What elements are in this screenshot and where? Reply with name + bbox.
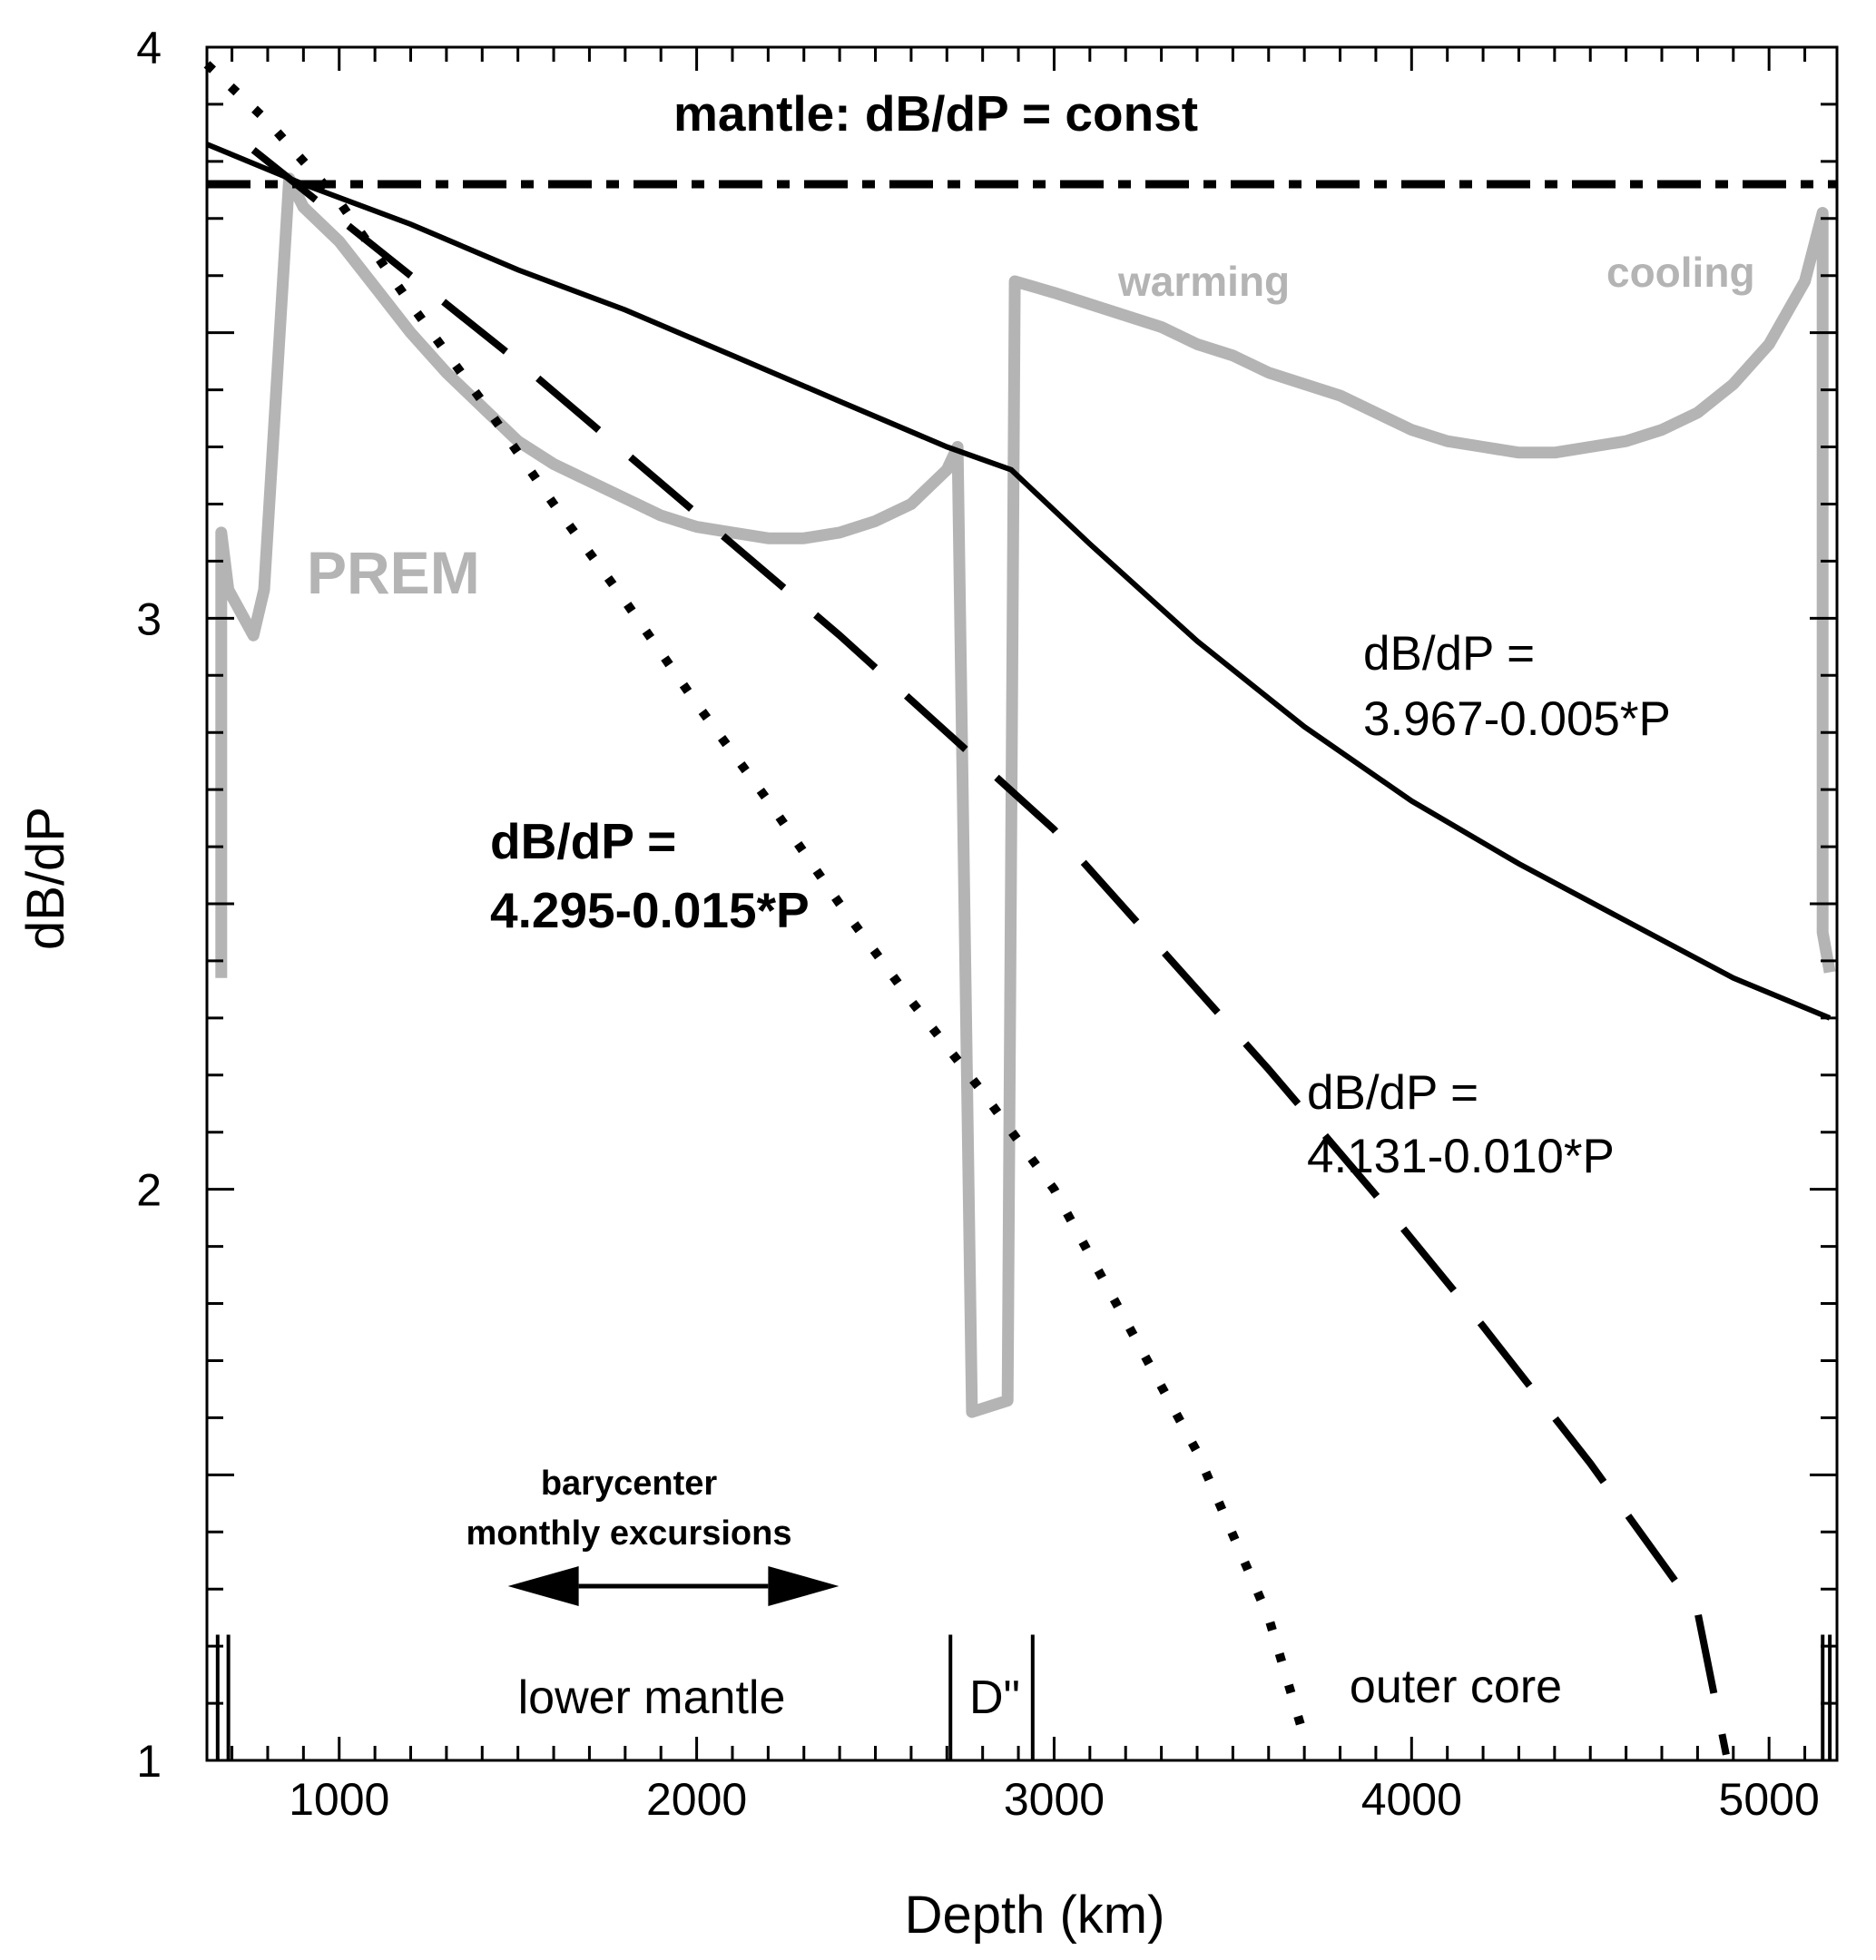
barycenter-arrow-left-head (507, 1566, 579, 1606)
y-tick-label-2: 2 (136, 1165, 162, 1216)
series-line-3 (250, 147, 1730, 1756)
plot-series (203, 61, 1837, 1756)
barycenter-label-1: barycenter (541, 1465, 718, 1503)
dotted-line-label-1: dB/dP = (490, 813, 676, 869)
x-tick-label-4000: 4000 (1361, 1774, 1462, 1825)
solid-line-label-2: 3.967-0.005*P (1363, 692, 1671, 746)
y-tick-label-1: 1 (136, 1736, 162, 1787)
x-ticks: 1000 2000 3000 4000 5000 (231, 47, 1820, 1825)
x-tick-label-1000: 1000 (289, 1774, 389, 1825)
y-tick-label-3: 3 (136, 593, 162, 644)
prem-label: PREM (307, 539, 480, 606)
x-axis-title: Depth (km) (905, 1886, 1165, 1945)
series-line-1 (215, 172, 1836, 1418)
solid-line-label-1: dB/dP = (1363, 627, 1535, 681)
series-line-2 (205, 142, 1832, 1021)
lower-mantle-label: lower mantle (518, 1671, 786, 1724)
x-tick-label-2000: 2000 (646, 1774, 747, 1825)
warming-label: warming (1117, 258, 1290, 305)
barycenter-arrow (507, 1566, 840, 1606)
cooling-label: cooling (1606, 249, 1755, 296)
y-ticks: 1 2 3 4 (136, 23, 1837, 1787)
x-tick-label-3000: 3000 (1004, 1774, 1105, 1825)
d-double-prime-label: D" (969, 1671, 1020, 1724)
x-tick-label-5000: 5000 (1719, 1774, 1820, 1825)
mantle-const-label: mantle: dB/dP = const (673, 85, 1198, 142)
barycenter-label-2: monthly excursions (467, 1514, 792, 1553)
dashed-line-label-2: 4.131-0.010*P (1307, 1130, 1615, 1183)
dotted-line-label-2: 4.295-0.015*P (490, 882, 810, 938)
dashed-line-label-1: dB/dP = (1307, 1066, 1478, 1120)
y-tick-label-4: 4 (136, 23, 162, 74)
zone-boundaries (215, 1634, 1832, 1760)
y-axis-title: dB/dP (16, 807, 75, 950)
barycenter-arrow-right-head (768, 1566, 840, 1606)
outer-core-label: outer core (1350, 1661, 1562, 1713)
